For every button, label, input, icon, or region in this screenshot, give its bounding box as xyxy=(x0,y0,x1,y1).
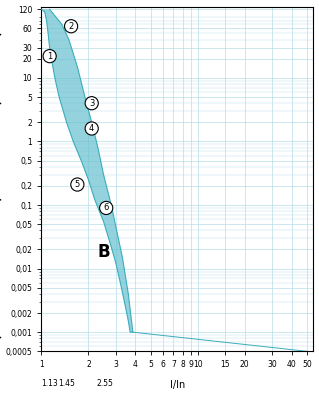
Text: 1: 1 xyxy=(47,51,52,61)
Text: B: B xyxy=(97,244,110,261)
Text: 5: 5 xyxy=(75,180,80,189)
Text: 2: 2 xyxy=(69,22,74,31)
X-axis label: I/In: I/In xyxy=(170,381,185,390)
Text: 2.55: 2.55 xyxy=(96,379,113,388)
Polygon shape xyxy=(41,10,133,332)
Text: 4: 4 xyxy=(89,124,94,133)
Text: 3: 3 xyxy=(89,99,94,108)
Text: 1.45: 1.45 xyxy=(58,379,75,388)
Text: 1.13: 1.13 xyxy=(41,379,58,388)
Text: 6: 6 xyxy=(104,204,109,212)
